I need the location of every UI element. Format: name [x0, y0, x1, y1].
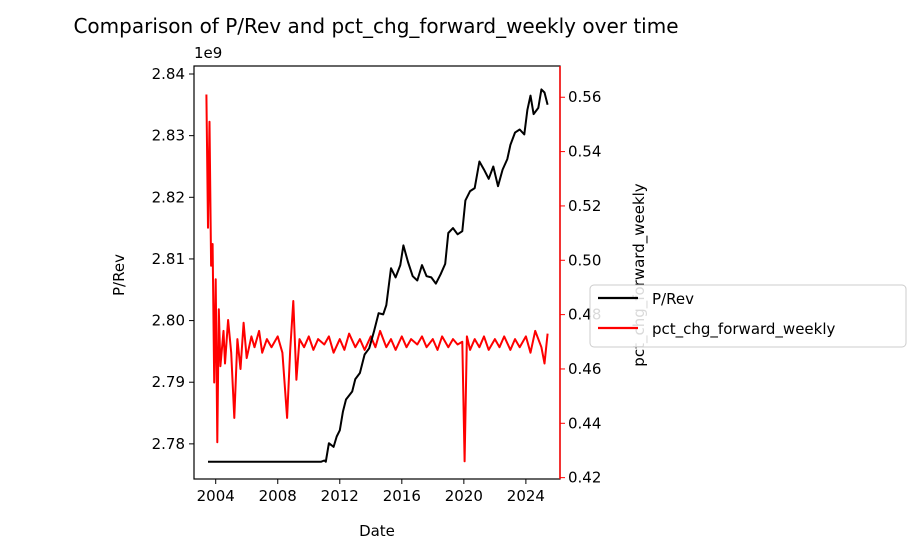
y-right-tick-label: 0.54	[568, 143, 601, 161]
x-tick-label: 2016	[383, 487, 421, 505]
x-tick-label: 2024	[507, 487, 545, 505]
y-right-tick-label: 0.44	[568, 414, 601, 432]
y-left-offset-text: 1e9	[194, 44, 222, 62]
plot-frame	[193, 65, 561, 480]
x-tick-label: 2012	[321, 487, 359, 505]
legend-label-pct-chg: pct_chg_forward_weekly	[652, 320, 836, 339]
y-right-tick-label: 0.56	[568, 88, 601, 106]
x-tick-label: 2008	[259, 487, 297, 505]
y-right-tick-label: 0.50	[568, 251, 601, 269]
y-right-axis-ticks: 0.420.440.460.480.500.520.540.56	[559, 66, 601, 487]
series-line-0	[208, 88, 549, 463]
y-right-tick-label: 0.42	[568, 469, 601, 487]
y-left-tick-label: 2.81	[152, 250, 185, 268]
plot-lines	[205, 88, 549, 463]
legend-label-prev: P/Rev	[652, 290, 694, 308]
y-right-tick-label: 0.52	[568, 197, 601, 215]
y-left-tick-label: 2.80	[152, 312, 185, 330]
x-axis-label: Date	[359, 522, 395, 540]
series-line-1	[205, 94, 549, 463]
x-tick-label: 2020	[445, 487, 483, 505]
y-left-tick-label: 2.82	[152, 188, 185, 206]
x-axis-ticks: 2004 2008 2012 2016 2020 2024	[197, 479, 545, 505]
legend-box	[589, 284, 907, 348]
y-left-tick-label: 2.78	[152, 435, 185, 453]
y-left-axis-label: P/Rev	[110, 254, 128, 296]
chart-title: Comparison of P/Rev and pct_chg_forward_…	[73, 14, 678, 38]
y-left-tick-label: 2.83	[152, 127, 185, 145]
y-left-axis-ticks: 2.78 2.79 2.80 2.81 2.82 2.83 2.84	[152, 65, 194, 453]
legend: P/Rev pct_chg_forward_weekly	[589, 284, 907, 348]
x-tick-label: 2004	[197, 487, 235, 505]
y-left-tick-label: 2.84	[152, 65, 185, 83]
y-left-tick-label: 2.79	[152, 373, 185, 391]
y-right-tick-label: 0.46	[568, 360, 601, 378]
